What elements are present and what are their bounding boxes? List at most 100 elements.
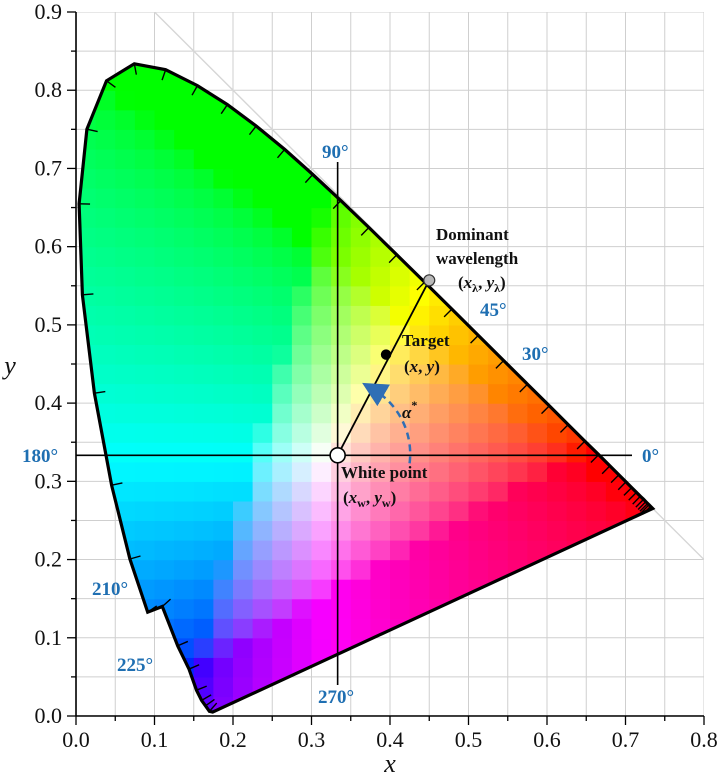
color-cell: [154, 324, 175, 346]
dominant-label-line2: wavelength: [436, 249, 519, 268]
color-cell: [547, 676, 568, 698]
locus-tick: [196, 685, 207, 691]
color-cell: [625, 70, 646, 91]
locus-tick: [82, 293, 94, 296]
color-cell: [390, 403, 411, 424]
color-cell: [645, 246, 653, 267]
color-cell: [665, 247, 685, 267]
color-cell: [272, 403, 293, 424]
color-cell: [95, 618, 116, 639]
color-cell: [233, 676, 254, 698]
color-cell: [468, 559, 489, 580]
color-cell: [95, 696, 116, 713]
dominant-coords: (xλ, yλ): [458, 273, 506, 295]
target-coords: (x, y): [404, 357, 440, 376]
color-cell: [645, 579, 653, 600]
y-tick-label: 0.7: [35, 155, 63, 180]
color-cell: [468, 364, 489, 385]
color-cell: [213, 207, 234, 228]
color-cell: [429, 344, 450, 365]
color-cell: [547, 461, 568, 482]
color-cell: [134, 246, 156, 267]
color-cell: [409, 90, 430, 111]
color-cell: [174, 618, 195, 639]
color-cell: [665, 579, 685, 599]
color-cell: [76, 32, 96, 52]
color-cell: [507, 403, 528, 424]
color-cell: [448, 520, 470, 541]
color-cell: [272, 70, 293, 91]
color-cell: [213, 637, 234, 658]
color-cell: [625, 540, 646, 561]
color-cell: [390, 285, 411, 306]
color-cell: [527, 148, 548, 170]
color-cell: [488, 383, 509, 404]
angle-label-270: 270°: [318, 687, 354, 708]
color-cell: [429, 129, 450, 150]
color-cell: [390, 676, 411, 698]
color-cell: [350, 63, 371, 72]
locus-tick: [360, 227, 370, 236]
color-cell: [488, 324, 509, 346]
color-cell: [174, 520, 195, 541]
color-cell: [370, 598, 391, 619]
color-cell: [272, 246, 293, 267]
color-cell: [272, 109, 293, 130]
color-cell: [566, 696, 587, 713]
color-cell: [115, 32, 135, 52]
color-cell: [233, 207, 254, 228]
color-cell: [134, 364, 156, 385]
color-cell: [547, 90, 568, 111]
color-cell: [527, 90, 548, 111]
color-cell: [193, 579, 214, 600]
color-cell: [233, 559, 254, 580]
color-cell: [370, 90, 391, 111]
color-cell: [468, 383, 489, 404]
color-cell: [272, 618, 293, 639]
x-tick-label: 0.4: [376, 727, 404, 752]
color-cell: [645, 148, 653, 170]
color-cell: [370, 207, 391, 228]
color-cell: [527, 618, 548, 639]
color-cell: [625, 90, 646, 111]
color-cell: [154, 637, 175, 658]
color-cell: [409, 324, 430, 346]
color-cell: [154, 500, 175, 522]
color-cell: [547, 657, 568, 678]
color-cell: [272, 285, 293, 306]
color-cell: [488, 520, 509, 541]
color-cell: [606, 32, 626, 52]
color-cell: [193, 129, 214, 150]
color-cell: [174, 481, 195, 502]
color-cell: [547, 442, 568, 463]
color-cell: [331, 579, 352, 600]
color-cell: [586, 148, 607, 170]
color-cell: [409, 285, 430, 306]
color-cell: [95, 207, 116, 228]
color-cell: [507, 657, 528, 678]
color-cell: [507, 540, 528, 561]
color-cell: [566, 637, 587, 658]
color-cell: [409, 403, 430, 424]
color-cell: [566, 63, 587, 72]
locus-tick: [623, 487, 633, 496]
color-cell: [194, 32, 214, 52]
color-cell: [331, 266, 352, 287]
color-cell: [665, 168, 685, 188]
color-cell: [252, 285, 273, 306]
color-cell: [79, 481, 97, 502]
y-tick-label: 0.9: [35, 0, 63, 24]
color-cell: [370, 266, 391, 287]
color-cell: [605, 70, 627, 91]
color-cell: [233, 324, 254, 346]
color-cell: [311, 246, 332, 267]
color-cell: [96, 32, 116, 52]
color-cell: [213, 422, 234, 443]
color-cell: [527, 168, 548, 189]
color-cell: [507, 324, 528, 346]
color-cell: [95, 500, 116, 522]
color-cell: [507, 266, 528, 287]
color-cell: [665, 32, 685, 52]
color-cell: [508, 32, 528, 52]
color-cell: [645, 637, 653, 658]
